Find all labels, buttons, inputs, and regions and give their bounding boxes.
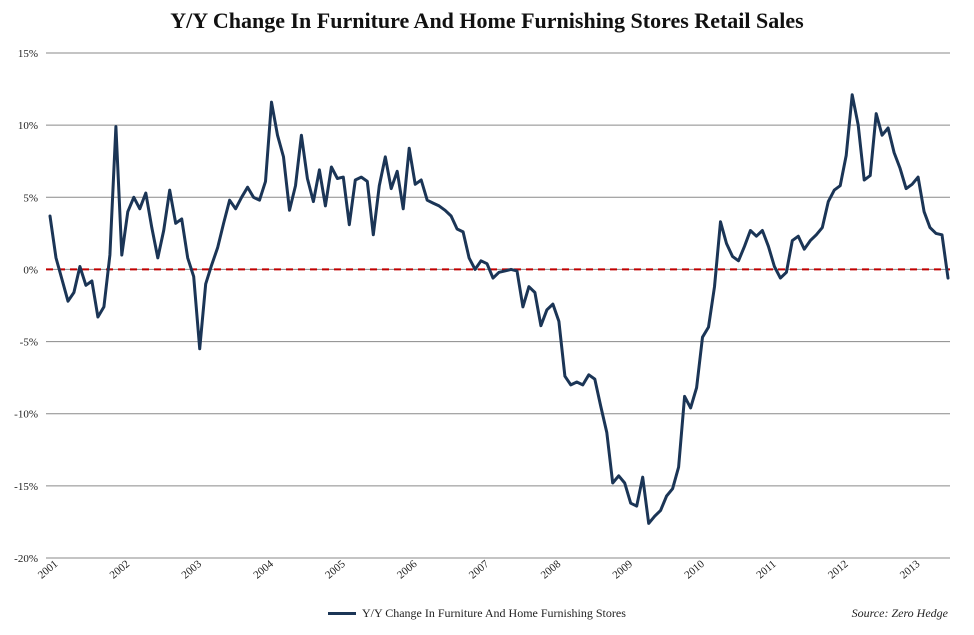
x-axis-ticks: 2001 2002 2003 2004 2005 2006 2007 2008 2009 2010… — [36, 558, 923, 582]
x-tick-label: 2002 — [108, 558, 133, 581]
legend: Y/Y Change In Furniture And Home Furnish… — [328, 606, 626, 621]
chart-title: Y/Y Change In Furniture And Home Furnish… — [170, 8, 804, 33]
y-tick-label: -20% — [14, 553, 38, 565]
x-tick-label: 2003 — [179, 558, 204, 582]
source-note: Source: Zero Hedge — [851, 606, 948, 620]
y-tick-label: -5% — [20, 337, 38, 349]
y-tick-label: -15% — [14, 481, 38, 493]
legend-label: Y/Y Change In Furniture And Home Furnish… — [362, 606, 626, 620]
y-tick-label: -10% — [14, 409, 38, 421]
x-tick-label: 2006 — [395, 558, 420, 582]
x-tick-label: 2009 — [611, 558, 636, 582]
series-line — [48, 93, 950, 525]
y-axis-ticks: 15% 10% 5% 0% -5% -10% -15% -20% — [14, 48, 38, 565]
legend-swatch — [328, 612, 356, 615]
x-tick-label: 2005 — [323, 558, 348, 582]
y-tick-label: 0% — [23, 264, 38, 276]
y-tick-label: 10% — [18, 120, 38, 132]
y-tick-label: 15% — [18, 48, 38, 60]
x-tick-label: 2007 — [467, 558, 492, 582]
x-tick-label: 2001 — [36, 558, 61, 581]
grid-layer — [46, 52, 950, 559]
x-tick-label: 2013 — [898, 558, 923, 582]
x-tick-label: 2011 — [754, 558, 778, 581]
x-tick-label: 2010 — [682, 558, 707, 582]
x-tick-label: 2008 — [539, 558, 564, 582]
x-tick-label: 2012 — [826, 558, 851, 581]
y-tick-label: 5% — [23, 192, 38, 204]
x-tick-label: 2004 — [251, 558, 276, 582]
series-layer — [48, 93, 950, 525]
